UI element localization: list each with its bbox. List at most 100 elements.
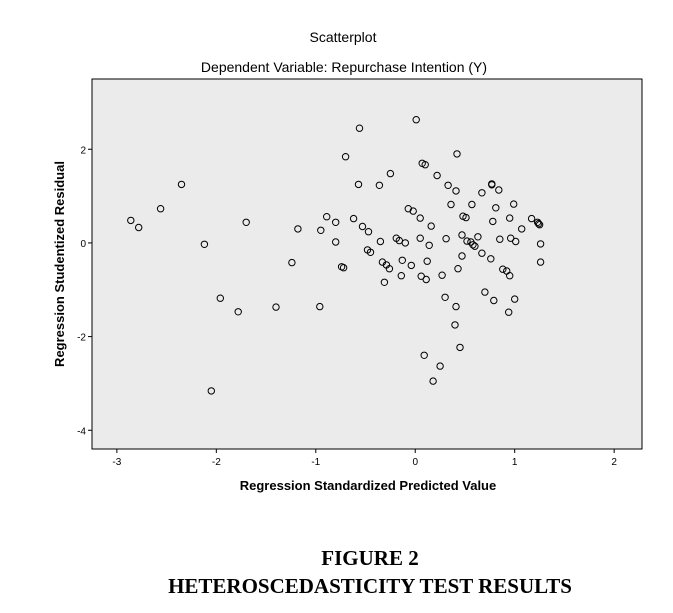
figure-caption-number: FIGURE 2 xyxy=(321,546,419,570)
data-point xyxy=(456,343,464,352)
data-point xyxy=(323,213,331,221)
data-point xyxy=(354,180,363,189)
data-point xyxy=(366,248,375,257)
data-point xyxy=(536,258,545,266)
data-point xyxy=(416,234,424,242)
data-point xyxy=(487,255,495,263)
data-point xyxy=(422,275,430,284)
data-point xyxy=(492,204,500,212)
y-tick-label: 0 xyxy=(80,239,86,250)
data-point xyxy=(453,150,461,158)
plot-area xyxy=(91,78,643,450)
data-point xyxy=(234,308,242,316)
data-point xyxy=(425,241,433,250)
data-point xyxy=(317,226,325,235)
data-point xyxy=(207,387,216,395)
data-point xyxy=(458,252,466,260)
data-point xyxy=(478,189,486,197)
x-axis: -3 -2 -1 0 1 2 xyxy=(112,449,617,468)
data-point xyxy=(341,153,350,161)
x-tick-label: -1 xyxy=(311,457,320,468)
x-tick-label: -3 xyxy=(112,457,121,468)
chart-subtitle: Dependent Variable: Repurchase Intention… xyxy=(201,59,487,75)
data-point xyxy=(474,233,482,241)
data-point xyxy=(242,218,250,227)
data-point xyxy=(478,249,486,257)
data-point xyxy=(488,181,496,189)
data-point xyxy=(294,225,302,233)
data-point xyxy=(535,221,544,229)
data-point xyxy=(447,200,455,209)
data-point xyxy=(332,238,340,246)
data-point xyxy=(481,288,489,296)
data-point xyxy=(489,217,497,226)
data-point xyxy=(506,272,514,280)
data-point xyxy=(490,296,498,305)
data-point xyxy=(463,237,471,245)
data-point xyxy=(536,240,545,248)
data-point xyxy=(505,308,513,316)
data-point xyxy=(442,235,450,243)
data-point xyxy=(375,181,384,190)
figure-caption-title: HETEROSCEDASTICITY TEST RESULTS xyxy=(168,574,572,598)
data-point xyxy=(496,235,504,243)
data-point xyxy=(339,264,348,272)
data-point xyxy=(533,218,542,227)
y-axis: -4 -2 0 2 xyxy=(77,145,92,437)
data-point xyxy=(452,302,460,311)
data-point xyxy=(135,223,143,232)
data-point xyxy=(499,265,507,273)
data-point xyxy=(534,220,543,228)
x-tick-label: 2 xyxy=(611,457,617,468)
data-point xyxy=(364,228,373,236)
data-point xyxy=(376,237,385,246)
data-point xyxy=(409,207,417,215)
data-point xyxy=(380,278,389,286)
data-point xyxy=(423,257,431,265)
data-point xyxy=(416,214,424,222)
data-point xyxy=(511,295,519,303)
data-point xyxy=(458,231,466,239)
data-point xyxy=(332,218,340,227)
data-point xyxy=(510,200,518,208)
data-point xyxy=(316,302,324,311)
data-point xyxy=(471,242,479,250)
data-point xyxy=(398,256,406,264)
data-point xyxy=(436,362,444,370)
data-point xyxy=(506,214,514,222)
x-tick-label: 1 xyxy=(512,457,518,468)
data-point xyxy=(421,161,429,169)
data-point xyxy=(441,293,449,301)
data-point xyxy=(444,181,452,190)
data-point xyxy=(385,265,394,273)
data-point xyxy=(433,171,441,180)
y-tick-label: -2 xyxy=(77,333,86,344)
data-point xyxy=(272,303,280,311)
data-point xyxy=(127,216,135,225)
data-point xyxy=(427,222,435,230)
data-point xyxy=(397,272,405,280)
data-point xyxy=(452,187,460,195)
scatter-chart: Scatterplot Dependent Variable: Repurcha… xyxy=(52,29,643,493)
data-point xyxy=(468,200,476,209)
data-point xyxy=(420,351,428,359)
data-point xyxy=(216,294,225,302)
x-tick-label: 0 xyxy=(412,457,418,468)
data-point xyxy=(429,377,437,385)
data-point xyxy=(451,321,459,329)
y-tick-label: 2 xyxy=(80,145,86,156)
data-point xyxy=(507,234,515,242)
y-tick-label: -4 xyxy=(77,426,86,437)
data-point xyxy=(469,241,477,249)
data-point xyxy=(407,261,415,270)
data-point xyxy=(358,222,367,231)
x-axis-label: Regression Standardized Predicted Value xyxy=(240,478,496,493)
data-point xyxy=(355,124,364,132)
data-point xyxy=(512,237,520,246)
data-point xyxy=(454,265,462,273)
y-axis-label: Regression Studentized Residual xyxy=(52,161,67,367)
data-point xyxy=(401,239,409,247)
x-tick-label: -2 xyxy=(212,457,221,468)
data-point xyxy=(156,205,165,213)
data-point xyxy=(518,225,526,233)
